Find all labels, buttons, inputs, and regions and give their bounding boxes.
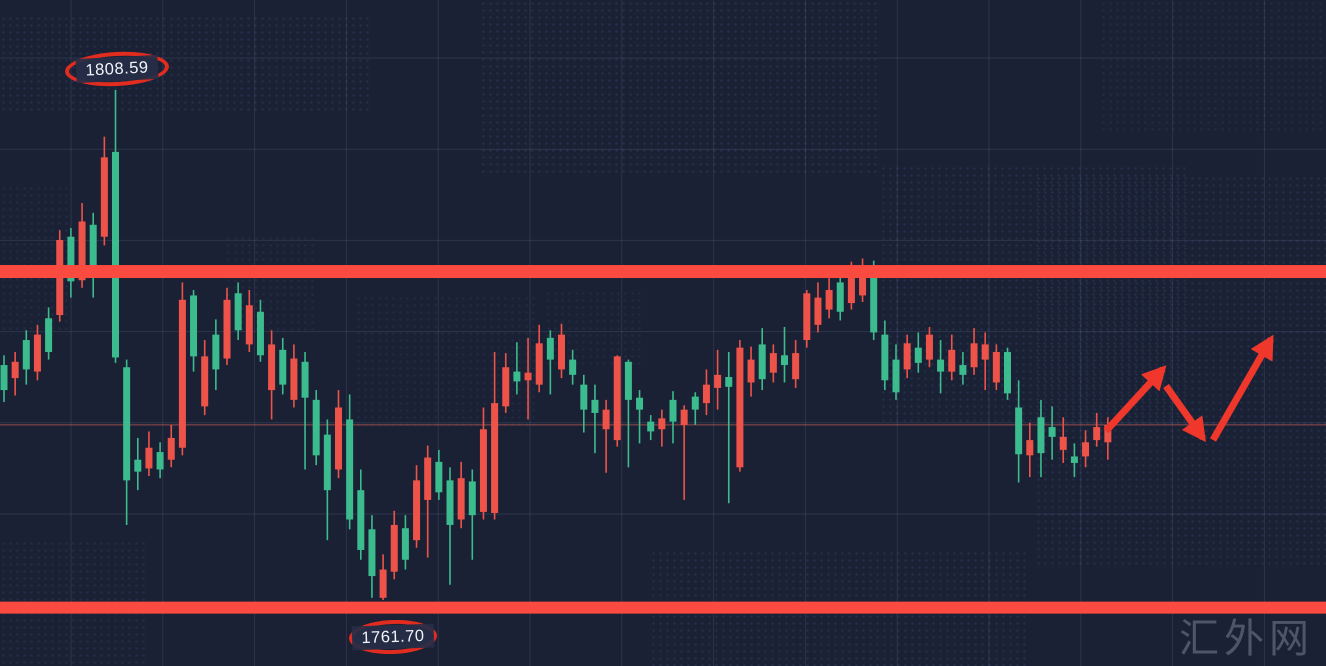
forecast-trend-arrows <box>1103 334 1275 443</box>
low-price-label: 1761.70 <box>352 623 434 651</box>
support-resistance-lines <box>0 265 1326 614</box>
high-price-label: 1808.59 <box>75 54 159 84</box>
watermark-text: 汇外网 <box>1179 617 1314 661</box>
candlesticks <box>0 90 1112 600</box>
